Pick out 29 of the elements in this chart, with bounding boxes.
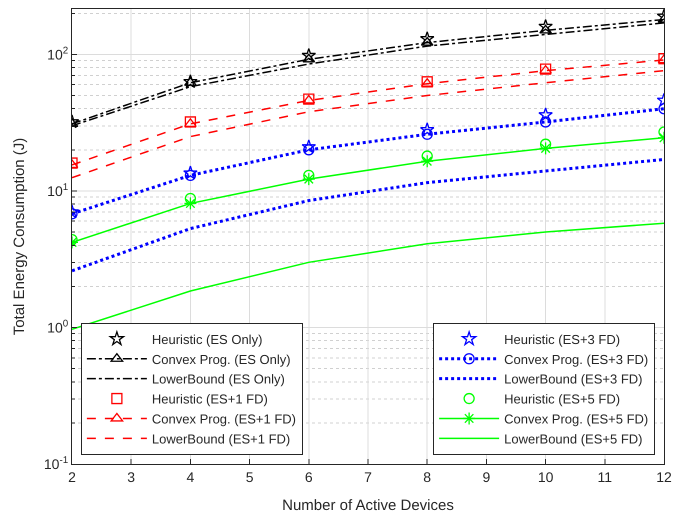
x-tick-label: 11: [598, 468, 612, 485]
x-tick-label: 6: [304, 468, 313, 485]
legend-label: Heuristic (ES Only): [152, 332, 262, 347]
x-tick-label: 3: [127, 468, 136, 485]
y-tick-label: 10$^{-1}$: [44, 455, 68, 472]
x-tick-label: 7: [364, 468, 372, 485]
y-tick-label: 10$^{0}$: [47, 318, 69, 336]
x-tick-label: 12: [656, 468, 672, 485]
x-tick-label: 8: [423, 468, 432, 485]
legend-label: LowerBound (ES+1 FD): [152, 431, 290, 446]
legend-label: Heuristic (ES+1 FD): [152, 392, 268, 407]
x-tick-label: 4: [186, 468, 194, 485]
y-tick-label: 10$^{2}$: [47, 45, 68, 62]
legend-label: Convex Prog. (ES Only): [152, 352, 291, 367]
x-tick-label: 2: [68, 468, 76, 485]
legend-label: Convex Prog. (ES+1 FD): [152, 412, 296, 427]
legend-label: LowerBound (ES Only): [152, 372, 285, 387]
legend-label: Heuristic (ES+3 FD): [504, 332, 620, 347]
y-axis-title: Total Energy Consumption (J): [11, 138, 28, 336]
y-tick-label: 10$^{1}$: [47, 182, 68, 199]
legend-label: Convex Prog. (ES+3 FD): [504, 352, 648, 367]
x-tick-label: 10: [538, 468, 554, 485]
legend-label: LowerBound (ES+5 FD): [504, 431, 642, 446]
x-tick-label: 9: [482, 468, 490, 485]
legend-label: Convex Prog. (ES+5 FD): [504, 412, 648, 427]
x-tick-label: 5: [246, 468, 254, 485]
legend-label: LowerBound (ES+3 FD): [504, 372, 642, 387]
x-axis-title: Number of Active Devices: [282, 496, 454, 514]
legend-label: Heuristic (ES+5 FD): [504, 392, 620, 407]
